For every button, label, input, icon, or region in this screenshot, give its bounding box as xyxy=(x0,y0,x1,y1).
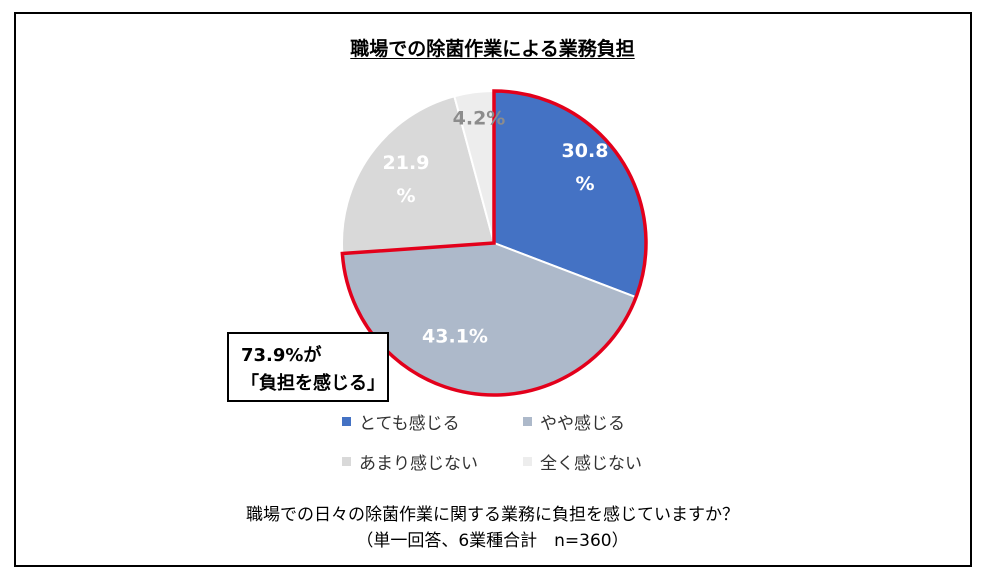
data-label-3: 4.2% xyxy=(453,108,506,130)
data-label-0: % xyxy=(575,173,594,195)
survey-question: 職場での日々の除菌作業に関する業務に負担を感じていますか？ （単一回答、6業種合… xyxy=(0,502,985,554)
question-line-2: （単一回答、6業種合計 n=360） xyxy=(356,531,629,551)
highlight-callout: 73.9%が 「負担を感じる」 xyxy=(227,332,389,402)
pie-slice-2 xyxy=(340,95,496,255)
callout-line-1: 73.9%が xyxy=(241,345,322,366)
data-label-0: 30.8 xyxy=(562,140,609,162)
chart-title-text: 職場での除菌作業による業務負担 xyxy=(350,38,635,60)
callout-line-2: 「負担を感じる」 xyxy=(241,373,385,394)
question-line-1: 職場での日々の除菌作業に関する業務に負担を感じていますか？ xyxy=(246,505,739,525)
data-label-2: % xyxy=(396,185,415,207)
data-label-1: 43.1% xyxy=(422,326,488,348)
chart-title: 職場での除菌作業による業務負担 xyxy=(0,34,985,61)
data-label-2: 21.9 xyxy=(383,152,430,174)
